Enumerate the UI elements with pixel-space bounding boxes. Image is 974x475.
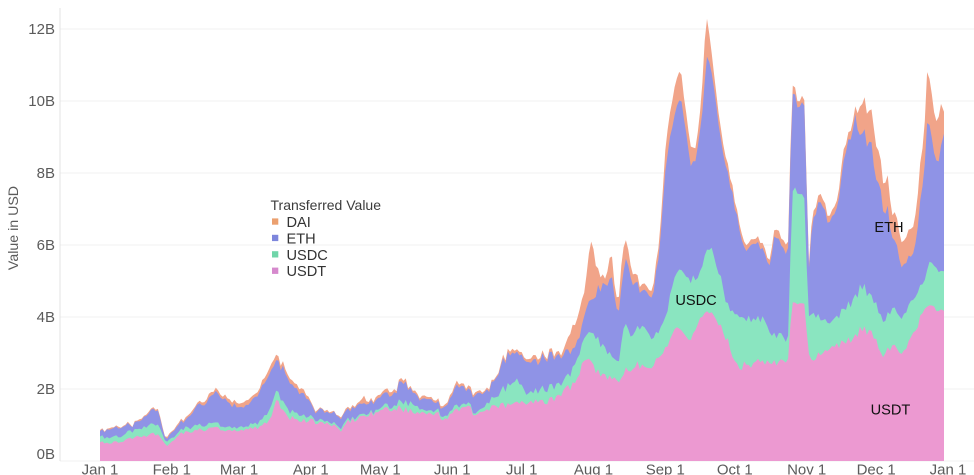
svg-text:Jun 1: Jun 1 — [434, 462, 471, 475]
svg-text:Mar 1: Mar 1 — [220, 462, 258, 475]
svg-text:Dec 1: Dec 1 — [857, 462, 896, 475]
svg-text:0B: 0B — [37, 446, 55, 463]
svg-text:Sep 1: Sep 1 — [646, 462, 685, 475]
svg-text:Value in USD: Value in USD — [6, 186, 22, 270]
svg-text:ETH: ETH — [874, 220, 903, 236]
svg-text:10B: 10B — [28, 93, 55, 110]
svg-text:Jan 1: Jan 1 — [930, 462, 967, 475]
svg-text:Feb 1: Feb 1 — [153, 462, 191, 475]
svg-text:Nov 1: Nov 1 — [787, 462, 826, 475]
svg-text:6B: 6B — [37, 237, 55, 254]
svg-text:USDC: USDC — [675, 293, 716, 309]
svg-text:8B: 8B — [37, 165, 55, 182]
svg-text:Jan 1: Jan 1 — [82, 462, 119, 475]
svg-text:Apr 1: Apr 1 — [293, 462, 329, 475]
svg-text:Aug 1: Aug 1 — [574, 462, 613, 475]
svg-text:ETH: ETH — [287, 231, 316, 247]
svg-text:12B: 12B — [28, 21, 55, 38]
svg-text:Oct 1: Oct 1 — [717, 462, 753, 475]
svg-text:USDT: USDT — [287, 264, 327, 280]
svg-text:Transferred Value: Transferred Value — [271, 197, 382, 213]
svg-text:4B: 4B — [37, 309, 55, 326]
svg-text:Jul 1: Jul 1 — [506, 462, 538, 475]
svg-text:2B: 2B — [37, 381, 55, 398]
svg-text:USDC: USDC — [287, 248, 328, 264]
svg-text:May 1: May 1 — [360, 462, 401, 475]
svg-text:DAI: DAI — [287, 215, 311, 231]
svg-text:USDT: USDT — [871, 402, 911, 418]
